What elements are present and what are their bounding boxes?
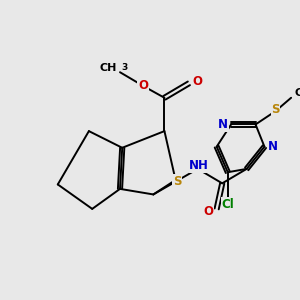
- Text: S: S: [173, 175, 181, 188]
- Text: Cl: Cl: [221, 198, 234, 211]
- Text: O: O: [138, 79, 148, 92]
- Text: CH: CH: [294, 88, 300, 98]
- Text: N: N: [218, 118, 228, 131]
- Text: O: O: [204, 206, 214, 218]
- Text: NH: NH: [189, 159, 209, 172]
- Text: 3: 3: [122, 63, 128, 72]
- Text: O: O: [193, 75, 202, 88]
- Text: S: S: [271, 103, 280, 116]
- Text: N: N: [267, 140, 278, 153]
- Text: CH: CH: [100, 63, 117, 73]
